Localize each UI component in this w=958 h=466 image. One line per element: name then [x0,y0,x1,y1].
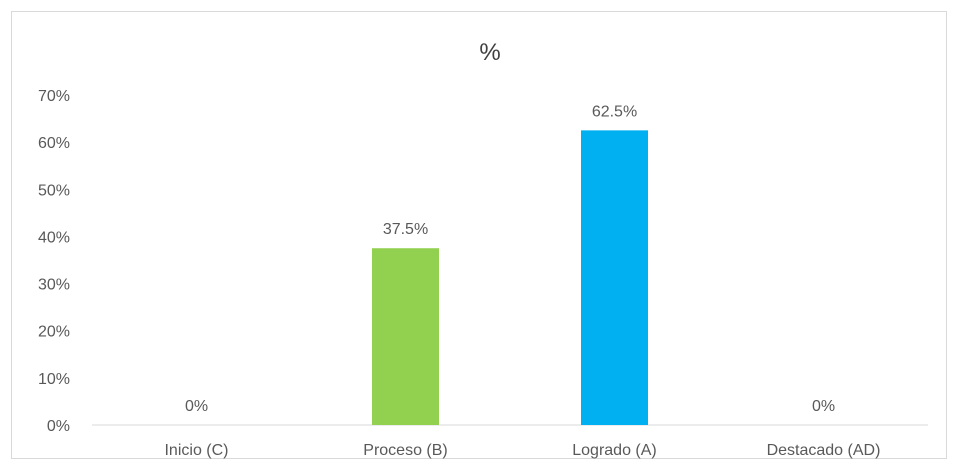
data-label: 0% [185,398,208,415]
bars [372,130,648,425]
chart-frame [11,11,947,459]
y-axis-tick-labels: 0% 10% 20% 30% 40% 50% 60% 70% [38,88,70,435]
y-tick-label: 40% [38,229,70,246]
bar [372,248,439,425]
y-tick-label: 0% [47,418,70,435]
category-label: Proceso (B) [363,442,447,459]
bar [581,130,648,425]
y-tick-label: 20% [38,324,70,341]
data-label: 0% [812,398,835,415]
y-tick-label: 10% [38,371,70,388]
chart-title: % [479,39,500,66]
data-label: 37.5% [383,221,428,238]
category-label: Destacado (AD) [767,442,881,459]
y-tick-label: 30% [38,277,70,294]
data-labels: 0% 37.5% 62.5% 0% [185,103,835,415]
y-tick-label: 70% [38,88,70,105]
data-label: 62.5% [592,103,637,120]
category-label: Inicio (C) [164,442,228,459]
y-tick-label: 50% [38,182,70,199]
x-axis-category-labels: Inicio (C) Proceso (B) Logrado (A) Destacad… [164,442,880,459]
y-tick-label: 60% [38,135,70,152]
category-label: Logrado (A) [572,442,657,459]
